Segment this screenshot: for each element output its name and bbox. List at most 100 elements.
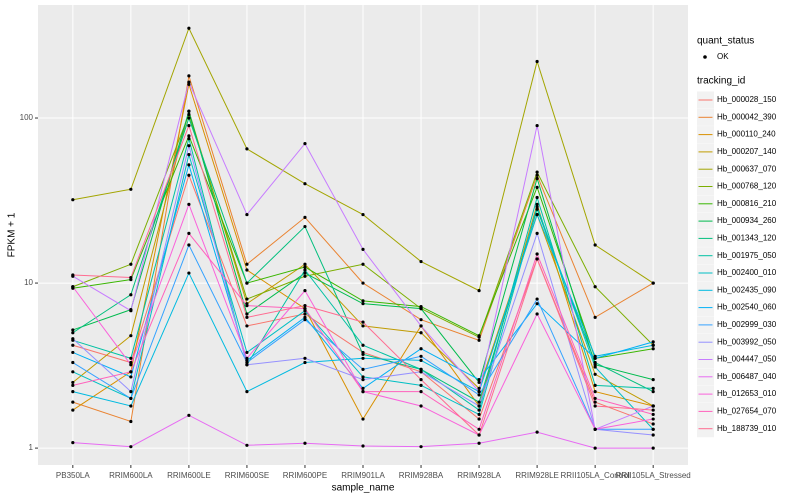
data-point <box>535 176 539 181</box>
data-point <box>187 202 191 206</box>
data-point <box>303 271 307 275</box>
x-tick-label: RRIM928LA <box>457 471 501 480</box>
data-point <box>71 440 75 445</box>
data-point <box>187 109 191 113</box>
data-point <box>187 137 191 141</box>
data-point <box>187 80 191 84</box>
data-point <box>419 378 423 382</box>
data-point <box>129 370 133 374</box>
data-point <box>245 262 249 266</box>
x-tick-label: RRIM901LA <box>341 471 385 480</box>
data-point <box>245 281 249 285</box>
data-point <box>303 215 307 219</box>
data-point <box>651 343 655 347</box>
data-point <box>651 446 655 450</box>
x-tick-label: RRIM928BA <box>399 471 444 480</box>
data-point <box>71 337 75 341</box>
data-point <box>303 274 307 278</box>
data-point <box>535 231 539 235</box>
data-point <box>129 356 133 360</box>
data-point <box>535 257 539 261</box>
data-point <box>419 307 423 311</box>
data-point <box>361 302 365 306</box>
data-point <box>477 378 481 382</box>
data-point <box>245 389 249 394</box>
data-point <box>187 26 191 30</box>
y-tick-label: 1 <box>29 443 34 452</box>
data-point <box>71 328 75 332</box>
data-point <box>651 408 655 412</box>
legend-label: Hb_000637_070 <box>717 164 777 173</box>
x-tick-label: PB350LA <box>56 471 90 480</box>
data-point <box>651 281 655 285</box>
data-point <box>129 375 133 379</box>
data-point <box>361 247 365 251</box>
data-point <box>187 74 191 78</box>
x-tick-label: RRIM600LA <box>109 471 153 480</box>
data-point <box>303 318 307 322</box>
data-point <box>187 413 191 417</box>
data-point <box>361 320 365 324</box>
data-point <box>419 358 423 362</box>
legend-title: tracking_id <box>697 76 745 87</box>
data-point <box>187 243 191 247</box>
data-point <box>535 202 539 206</box>
data-point <box>651 347 655 351</box>
legend-label: Hb_004447_050 <box>717 355 777 364</box>
data-point <box>593 446 597 450</box>
data-point <box>71 273 75 277</box>
data-point <box>361 389 365 394</box>
data-point <box>129 445 133 449</box>
data-point <box>419 383 423 387</box>
data-point <box>361 324 365 328</box>
data-point <box>651 340 655 344</box>
data-point <box>419 318 423 322</box>
data-point <box>245 356 249 360</box>
data-point <box>535 173 539 177</box>
data-point <box>419 370 423 374</box>
y-tick-label: 100 <box>20 113 34 122</box>
data-point <box>71 285 75 289</box>
data-point <box>245 324 249 328</box>
x-tick-label: RRIM600SE <box>225 471 269 480</box>
legend-label: Hb_006487_040 <box>717 372 777 381</box>
legend-label: Hb_027654_070 <box>717 407 777 416</box>
legend-label: Hb_002400_010 <box>717 268 777 277</box>
data-point <box>71 380 75 385</box>
data-point <box>129 360 133 365</box>
data-point <box>477 412 481 417</box>
data-point <box>71 360 75 365</box>
data-point <box>419 259 423 264</box>
legend-label: Hb_000028_150 <box>717 95 777 104</box>
data-point <box>593 404 597 408</box>
data-point <box>419 367 423 371</box>
data-point <box>187 231 191 235</box>
data-point <box>187 116 191 120</box>
data-point <box>419 324 423 328</box>
data-point <box>593 389 597 394</box>
legend-label: Hb_000207_140 <box>717 147 777 156</box>
y-tick-label: 10 <box>24 278 33 287</box>
data-point <box>651 427 655 431</box>
data-point <box>535 170 539 174</box>
data-point <box>477 289 481 293</box>
data-point <box>71 331 75 335</box>
legend-label: Hb_002435_090 <box>717 285 777 294</box>
data-point <box>477 338 481 342</box>
data-point <box>593 363 597 367</box>
x-tick-label: RRIM928LE <box>515 471 559 480</box>
data-point <box>303 360 307 365</box>
data-point <box>303 304 307 308</box>
legend-label: Hb_003992_050 <box>717 337 777 346</box>
data-point <box>245 268 249 272</box>
data-point <box>361 343 365 347</box>
legend-label: Hb_002999_030 <box>717 320 777 329</box>
legend-label: Hb_001975_050 <box>717 251 777 260</box>
data-point <box>303 265 307 269</box>
data-point <box>187 271 191 275</box>
data-point <box>651 386 655 391</box>
data-point <box>651 389 655 394</box>
data-point <box>129 275 133 280</box>
data-point <box>593 383 597 387</box>
